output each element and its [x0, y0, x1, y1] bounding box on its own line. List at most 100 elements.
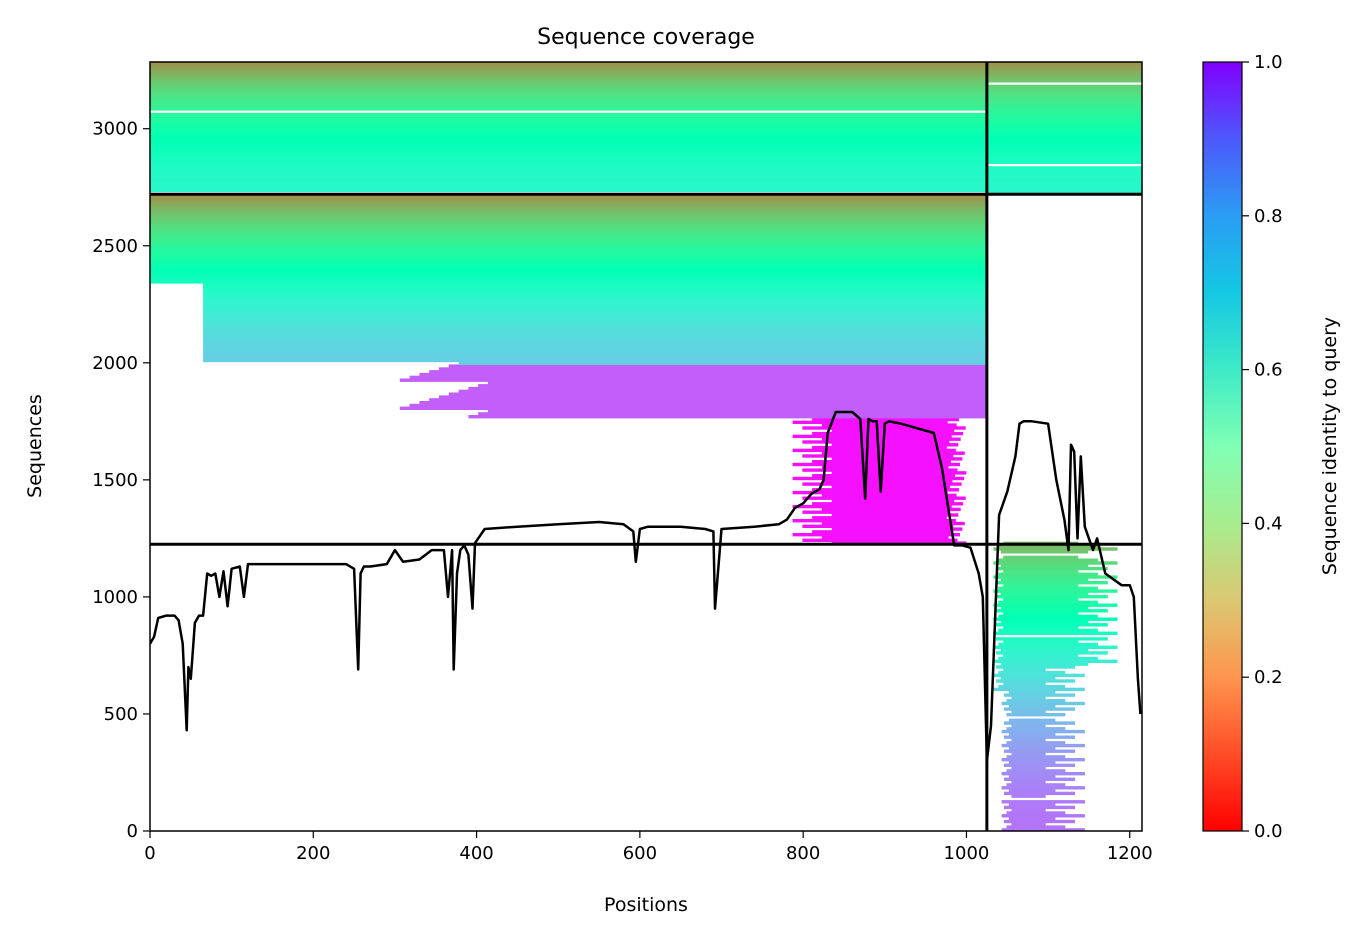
heatmap-row: [448, 364, 987, 368]
heatmap-row: [1000, 564, 1089, 568]
heatmap-row: [203, 350, 987, 354]
y-axis-ticks: 0 500 1000 1500 2000 2500 3000: [92, 119, 150, 842]
heatmap-row: [986, 95, 1142, 100]
heatmap-row: [1008, 704, 1056, 708]
heatmap-row: [203, 299, 987, 304]
heatmap-row: [1001, 828, 1085, 831]
heatmap-row: [986, 104, 1142, 108]
heatmap-row: [986, 87, 1142, 91]
heatmap-row: [1003, 597, 1079, 602]
heatmap-row: [812, 445, 947, 450]
heatmap-row: [792, 476, 965, 481]
heatmap-row: [150, 215, 987, 219]
heatmap-row: [802, 524, 954, 528]
heatmap-row: [1011, 766, 1046, 770]
heatmap-row: [1004, 777, 1075, 781]
coverage-line: [150, 410, 1142, 763]
y-tick-label: 500: [104, 704, 138, 725]
heatmap-row: [203, 327, 987, 332]
heatmap-row: [821, 479, 953, 483]
heatmap-row: [812, 516, 947, 520]
heatmap-row: [831, 527, 963, 531]
heatmap-row: [986, 135, 1142, 139]
heatmap-row: [986, 166, 1142, 170]
heatmap-row: [986, 138, 1142, 142]
heatmap-row: [429, 398, 987, 402]
heatmap-row: [150, 207, 987, 211]
heatmap-row: [203, 336, 987, 340]
heatmap-row: [150, 183, 987, 187]
heatmap-row: [986, 149, 1142, 153]
heatmap-row: [993, 631, 1118, 635]
heatmap-row: [419, 372, 987, 377]
heatmap-row: [488, 381, 987, 385]
heatmap-row: [821, 507, 961, 512]
heatmap-row: [1006, 783, 1066, 787]
heatmap-row: [821, 465, 949, 469]
heatmap-row: [1008, 774, 1056, 779]
heatmap-row: [1008, 690, 1056, 694]
heatmap-row: [993, 589, 1118, 593]
heatmap-row: [439, 395, 987, 399]
heatmap-row: [998, 572, 1098, 576]
heatmap-row: [986, 79, 1142, 83]
heatmap-row: [1006, 825, 1066, 829]
heatmap-row: [802, 440, 950, 444]
heatmap-row: [150, 124, 987, 128]
heatmap-row: [150, 209, 987, 214]
heatmap-row: [1004, 721, 1075, 725]
heatmap-row: [998, 670, 1066, 675]
heatmap-row: [458, 389, 987, 394]
heatmap-row: [986, 160, 1142, 164]
heatmap-row: [150, 95, 987, 100]
heatmap-row: [150, 177, 987, 181]
heatmap-row: [203, 311, 987, 315]
heatmap-row: [150, 67, 987, 72]
heatmap-row: [1011, 780, 1046, 784]
heatmap-row: [1006, 769, 1066, 773]
heatmap-row: [203, 344, 987, 349]
heatmap-row: [1008, 817, 1056, 821]
heatmap-row: [993, 645, 1118, 649]
heatmap-row: [1000, 676, 1056, 680]
heatmap-row: [429, 370, 987, 374]
heatmap-row: [1001, 701, 1085, 706]
heatmap-row: [1004, 819, 1075, 824]
heatmap-row: [1003, 654, 1079, 658]
heatmap-row: [468, 415, 987, 419]
x-tick-label: 0: [144, 843, 155, 864]
heatmap-row: [998, 544, 1098, 548]
heatmap-row: [150, 118, 987, 122]
heatmap-row: [831, 443, 959, 447]
heatmap-row: [986, 171, 1142, 176]
heatmap-row: [203, 316, 987, 321]
heatmap-row: [998, 586, 1098, 590]
heatmap-row: [986, 169, 1142, 173]
heatmap-row: [203, 339, 987, 343]
heatmap-row: [986, 132, 1142, 136]
heatmap-row: [812, 502, 964, 506]
heatmap-row: [150, 84, 987, 89]
heatmap-row: [831, 471, 967, 475]
colorbar-tick-label: 0.4: [1254, 513, 1283, 534]
plot-frame: [149, 61, 1143, 832]
heatmap-row: [150, 240, 987, 245]
heatmap-row: [150, 180, 987, 184]
heatmap-row: [1004, 735, 1075, 739]
heatmap-row: [1000, 578, 1089, 582]
heatmap-row: [150, 126, 987, 131]
heatmap-row: [150, 246, 987, 250]
heatmap-row: [986, 65, 1142, 69]
heatmap-row: [1004, 805, 1075, 810]
heatmap-row: [986, 107, 1142, 111]
heatmap-row: [150, 198, 987, 203]
heatmap-row: [150, 129, 987, 134]
heatmap-row: [150, 174, 987, 178]
heatmap-row: [150, 254, 987, 259]
heatmap-row: [1004, 763, 1075, 767]
heatmap-row: [150, 93, 987, 97]
heatmap-row: [998, 614, 1098, 619]
heatmap-row: [1001, 814, 1085, 818]
colorbar-tick-label: 0.2: [1254, 667, 1283, 688]
